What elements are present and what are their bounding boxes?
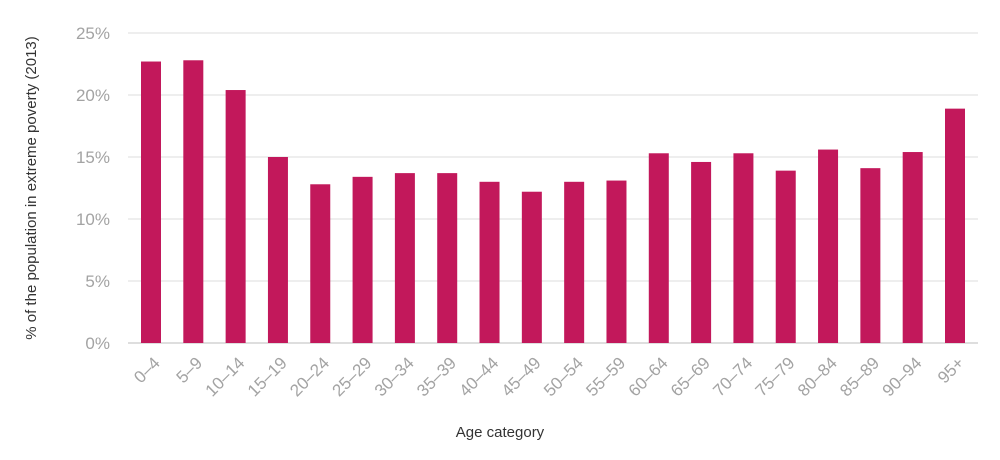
x-tick-label: 65–69: [667, 353, 714, 400]
x-tick-labels: 0–4 5–910–1415–1920–2425–2930–3435–3940–4…: [130, 353, 968, 400]
y-tick-label: 20%: [76, 86, 110, 105]
x-tick-label: 45–49: [498, 353, 545, 400]
bar: [818, 149, 839, 343]
x-tick-label: 10–14: [202, 353, 249, 400]
bar: [183, 60, 204, 343]
y-tick-label: 0%: [85, 334, 110, 353]
bar: [437, 173, 458, 343]
y-tick-label: 10%: [76, 210, 110, 229]
y-axis-title: % of the population in extreme poverty (…: [23, 36, 40, 340]
x-tick-label: 85–89: [836, 353, 883, 400]
x-tick-label: 50–54: [540, 353, 587, 400]
bar: [479, 181, 500, 343]
y-tick-label: 15%: [76, 148, 110, 167]
bar: [225, 90, 246, 343]
x-axis-title: Age category: [456, 424, 545, 441]
x-tick-label: 35–39: [413, 353, 460, 400]
bar: [691, 161, 712, 343]
bar: [860, 168, 881, 343]
x-tick-label: 25–29: [329, 353, 376, 400]
x-tick-label: 90–94: [879, 353, 926, 400]
x-tick-label: 30–34: [371, 353, 418, 400]
x-tick-label: 60–64: [625, 353, 672, 400]
bar: [945, 108, 965, 343]
x-tick-label: 5–9: [173, 353, 206, 386]
y-tick-labels: 0% 5% 10% 15% 20% 25%: [76, 24, 110, 353]
bars: [141, 60, 965, 344]
x-tick-label: 75–79: [752, 353, 799, 400]
bar: [606, 180, 627, 343]
bar: [394, 173, 415, 343]
bar: [564, 181, 585, 343]
bar: [141, 61, 161, 344]
y-tick-label: 5%: [85, 272, 110, 291]
bar: [733, 153, 754, 343]
gridlines: [128, 32, 978, 344]
x-tick-label: 70–74: [709, 353, 756, 400]
y-tick-label: 25%: [76, 24, 110, 43]
bar: [352, 176, 373, 343]
x-tick-label: 40–44: [455, 353, 502, 400]
x-tick-label: 20–24: [286, 353, 333, 400]
bar: [310, 184, 331, 343]
x-tick-label: 0–4: [130, 353, 163, 386]
x-tick-label: 15–19: [244, 353, 291, 400]
x-tick-label: 55–59: [582, 353, 629, 400]
bar: [521, 191, 542, 343]
bar: [775, 170, 796, 343]
x-tick-label: 95+: [934, 353, 968, 387]
bar: [648, 153, 669, 343]
bar: [267, 157, 288, 343]
x-tick-label: 80–84: [794, 353, 841, 400]
bar: [902, 152, 923, 343]
